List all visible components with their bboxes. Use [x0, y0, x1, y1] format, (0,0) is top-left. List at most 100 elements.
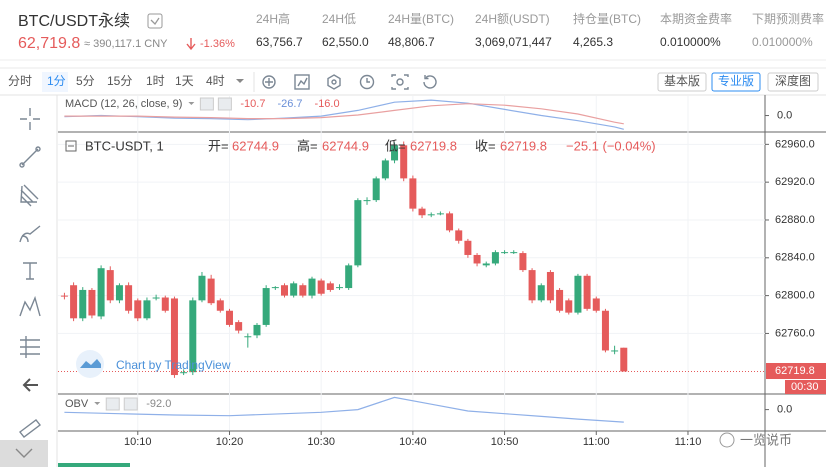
stat-label: 下期预测费率 — [752, 11, 824, 26]
indicator-button[interactable] — [199, 97, 214, 111]
price-tag-bg — [766, 363, 826, 379]
symbol-dropdown[interactable] — [147, 13, 163, 29]
indicator-value: -26.7 — [277, 98, 302, 110]
x-tick-label: 10:40 — [399, 436, 427, 448]
y-tick-label: 0.0 — [777, 404, 792, 416]
version-button[interactable] — [767, 72, 819, 92]
candle-body — [290, 283, 298, 296]
candle-body — [216, 300, 224, 311]
candle-body — [556, 289, 564, 311]
candle-body — [537, 285, 545, 301]
candle-body — [446, 213, 454, 231]
candle-body — [198, 275, 206, 301]
chart-type[interactable] — [294, 74, 310, 90]
candle-body — [491, 252, 499, 264]
candle-body — [620, 347, 628, 372]
text-tool[interactable] — [23, 262, 37, 280]
clock[interactable] — [359, 74, 375, 90]
candle-body — [574, 275, 582, 313]
candle-body — [235, 322, 243, 331]
interval[interactable]: 1天 — [175, 74, 194, 88]
y-tick-label: 62800.0 — [775, 290, 815, 302]
version-label: 专业版 — [718, 73, 754, 88]
brush-tool[interactable] — [19, 225, 41, 243]
indicator-line — [64, 396, 624, 423]
tradingview-logo — [76, 350, 104, 378]
collapse-panel[interactable] — [0, 440, 48, 467]
collapse-legend[interactable] — [65, 140, 77, 152]
indicator-button[interactable] — [123, 397, 138, 411]
ohlc-value: 62744.9 — [232, 138, 279, 153]
y-tick-label: 62760.0 — [775, 327, 815, 339]
candle-body — [345, 265, 353, 289]
interval[interactable]: 分时 — [8, 74, 32, 88]
crosshair-tool[interactable] — [20, 108, 40, 130]
version-label: 深度图 — [775, 73, 811, 88]
candle-body — [106, 270, 114, 301]
snapshot[interactable] — [391, 74, 409, 90]
countdown-bg — [785, 380, 826, 394]
interval[interactable]: 1时 — [146, 74, 165, 88]
candle-body — [592, 298, 600, 311]
candle-body — [427, 214, 435, 216]
toolbar-icons — [262, 74, 437, 90]
fib-tool[interactable] — [20, 184, 39, 207]
candle-body — [455, 230, 463, 241]
measure-tool[interactable] — [20, 336, 40, 358]
attribution[interactable]: Chart by TradingView — [116, 358, 231, 372]
candle-body — [225, 310, 233, 325]
back-tool[interactable] — [22, 378, 38, 392]
stat-value: 48,806.7 — [388, 35, 435, 49]
progress-bar — [58, 463, 130, 467]
y-tick-label: 62840.0 — [775, 252, 815, 264]
stat-value: 63,756.7 — [256, 35, 303, 49]
version-button[interactable] — [711, 72, 761, 92]
indicator-menu[interactable] — [94, 402, 101, 405]
watermark: 一览说币 — [740, 432, 792, 447]
chart-type-glyph — [297, 77, 308, 87]
trendline-tool[interactable] — [21, 148, 39, 166]
drawing-tools — [0, 108, 48, 467]
candle-body — [400, 145, 408, 179]
interval[interactable]: 1分 — [47, 74, 66, 88]
symbol[interactable]: BTC/USDT永续 — [18, 12, 130, 30]
indicator-button[interactable] — [105, 397, 120, 411]
candle-body — [565, 300, 573, 313]
snapshot-lens — [396, 78, 404, 86]
candle-body — [152, 297, 160, 299]
interval[interactable]: 15分 — [107, 74, 132, 88]
interval[interactable]: 5分 — [76, 74, 95, 88]
down-arrow — [186, 38, 196, 51]
indicator-button[interactable] — [217, 97, 232, 111]
x-tick-label: 11:00 — [583, 436, 610, 448]
ohlc-value: 62719.8 — [410, 138, 457, 153]
candle-body — [482, 263, 490, 266]
candle-body — [436, 213, 444, 215]
cny-price: ≈ 390,117.1 CNY — [84, 38, 168, 50]
candle-body — [299, 285, 307, 296]
x-tick-label: 10:20 — [216, 436, 244, 448]
ruler-tool[interactable] — [19, 419, 41, 438]
stat-label: 24H额(USDT) — [475, 12, 550, 26]
settings[interactable] — [327, 74, 341, 90]
interval-more[interactable] — [236, 79, 244, 83]
y-tick-label: 0.0 — [777, 109, 792, 121]
ohlc-value: 62719.8 — [500, 138, 547, 153]
indicator-line — [64, 99, 624, 130]
interval[interactable]: 4时 — [206, 74, 225, 88]
ohlc-label: 收= — [475, 138, 496, 153]
add-indicator[interactable] — [262, 75, 276, 89]
indicator-menu[interactable] — [188, 102, 195, 105]
stat-value: 3,069,071,447 — [475, 35, 552, 49]
stat-label: 本期资金费率 — [660, 11, 732, 26]
plus — [265, 78, 273, 86]
undo[interactable] — [423, 75, 437, 89]
interval-bar: 分时 1分 5分 15分 1时 1天 4时 — [8, 72, 225, 92]
pattern-tool[interactable] — [19, 295, 41, 317]
candle-body — [409, 178, 417, 209]
ohlc-value: 62744.9 — [322, 138, 369, 153]
candle-body — [583, 275, 591, 309]
version-button[interactable] — [657, 72, 707, 92]
candle-body — [79, 289, 87, 319]
